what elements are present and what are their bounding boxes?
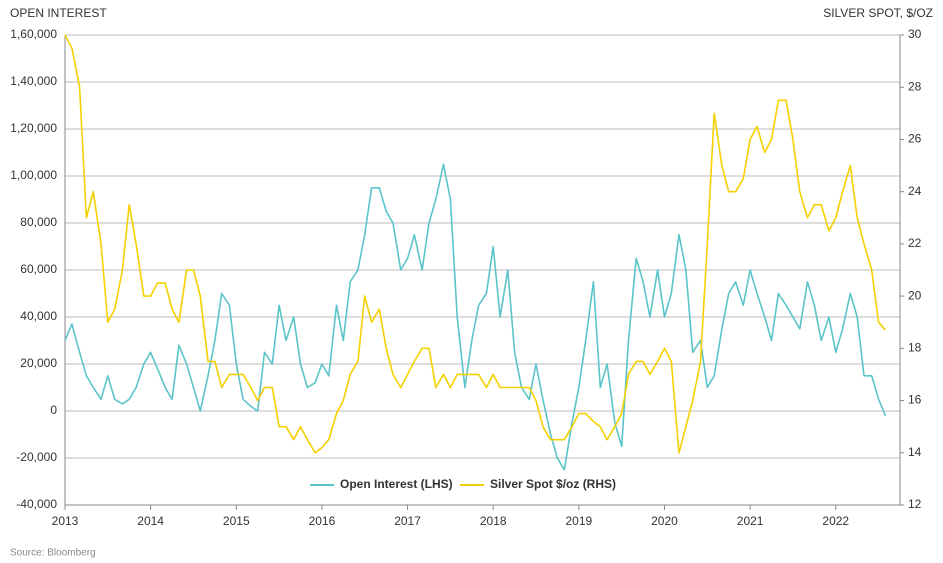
legend-label: Silver Spot $/oz (RHS): [490, 477, 616, 491]
x-tick-label: 2013: [52, 514, 79, 528]
y-axis-title: OPEN INTEREST: [10, 6, 107, 20]
y2-tick-label: 26: [908, 132, 922, 146]
y-tick-label: 1,00,000: [10, 168, 57, 182]
y2-tick-label: 22: [908, 236, 922, 250]
series-line: [64, 163, 887, 471]
x-tick-label: 2018: [480, 514, 507, 528]
y-tick-label: 1,40,000: [10, 74, 57, 88]
y2-tick-label: 24: [908, 184, 922, 198]
x-tick-label: 2016: [309, 514, 336, 528]
y2-tick-label: 16: [908, 393, 922, 407]
y-tick-label: 60,000: [20, 262, 57, 276]
source: Source: Bloomberg: [10, 548, 96, 559]
y2-tick-label: 14: [908, 445, 922, 459]
y-tick-label: 1,20,000: [10, 121, 57, 135]
y-tick-label: 80,000: [20, 215, 57, 229]
y-tick-label: 40,000: [20, 309, 57, 323]
y2-tick-label: 28: [908, 79, 922, 93]
y2-axis-title: SILVER SPOT, $/OZ: [823, 6, 933, 20]
x-tick-label: 2020: [651, 514, 678, 528]
y-tick-label: 0: [50, 403, 57, 417]
x-tick-label: 2021: [737, 514, 764, 528]
y-tick-label: -20,000: [16, 450, 57, 464]
y2-tick-label: 20: [908, 288, 922, 302]
x-tick-label: 2015: [223, 514, 250, 528]
y-tick-label: 20,000: [20, 356, 57, 370]
x-tick-label: 2014: [137, 514, 164, 528]
y2-tick-label: 18: [908, 341, 922, 355]
x-tick-label: 2022: [822, 514, 849, 528]
y2-tick-label: 12: [908, 497, 922, 511]
y2-tick-label: 30: [908, 27, 922, 41]
series-line: [64, 34, 887, 454]
y-tick-label: -40,000: [16, 497, 57, 511]
x-tick-label: 2019: [565, 514, 592, 528]
x-tick-label: 2017: [394, 514, 421, 528]
legend-label: Open Interest (LHS): [340, 477, 453, 491]
y-tick-label: 1,60,000: [10, 27, 57, 41]
